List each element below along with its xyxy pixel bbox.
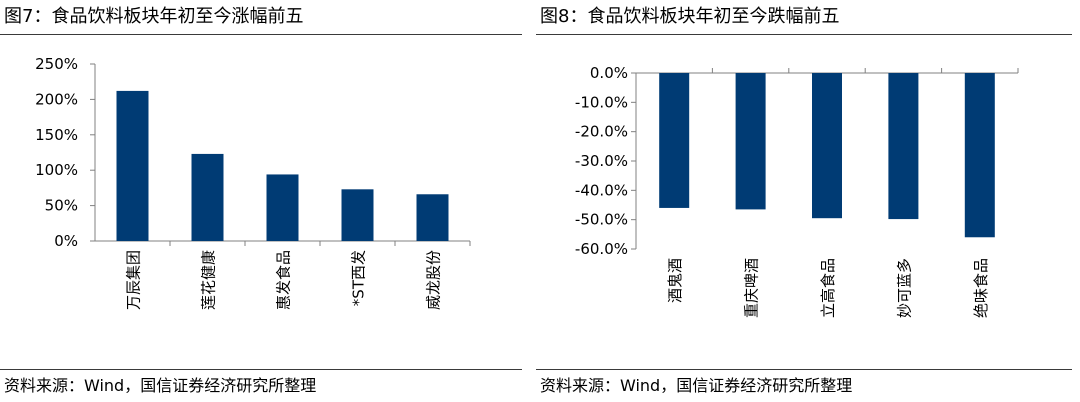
bar-4 — [888, 73, 919, 220]
category-label: 绝味食品 — [972, 258, 990, 318]
y-tick-label: 50% — [45, 197, 78, 215]
y-tick-label: 200% — [35, 90, 78, 108]
y-tick-label: 250% — [35, 55, 78, 73]
figure-7-panel: 图7：食品饮料板块年初至今涨幅前五 0% 50% 100% 150% 200% 250% 万… — [0, 0, 530, 402]
category-label: 重庆啤酒 — [743, 258, 761, 318]
y-tick-label: 0% — [54, 232, 78, 250]
figure-8-panel: 图8：食品饮料板块年初至今跌幅前五 0.0% -10.0% -20.0% -30.0%… — [536, 0, 1080, 402]
category-label: *ST西发 — [350, 250, 368, 306]
y-tick-label: 0.0% — [590, 64, 628, 82]
y-tick-label: -60.0% — [575, 240, 628, 258]
figure-8-title: 图8：食品饮料板块年初至今跌幅前五 — [540, 6, 840, 27]
bar-2 — [735, 73, 766, 210]
y-tick-label: 150% — [35, 126, 78, 144]
figure-7-source: 资料来源：Wind，国信证券经济研究所整理 — [4, 376, 317, 395]
category-label: 威龙股份 — [425, 250, 443, 310]
bar-4 — [341, 189, 374, 241]
bar-3 — [266, 174, 299, 241]
category-label: 惠发食品 — [275, 250, 293, 310]
category-label: 万辰集团 — [125, 250, 143, 310]
category-label: 立高食品 — [819, 258, 837, 318]
category-label: 酒鬼酒 — [666, 258, 684, 303]
bar-5 — [416, 194, 449, 241]
figure-7-title: 图7：食品饮料板块年初至今涨幅前五 — [4, 6, 304, 27]
y-tick-label: -40.0% — [575, 181, 628, 199]
figure-8-bottom-rule — [536, 369, 1072, 370]
bar-1 — [659, 73, 690, 208]
figure-8-source: 资料来源：Wind，国信证券经济研究所整理 — [540, 376, 853, 395]
bar-3 — [812, 73, 842, 219]
y-tick-label: -20.0% — [575, 123, 628, 141]
figure-7-top-rule — [0, 34, 522, 35]
figure-8-chart: 0.0% -10.0% -20.0% -30.0% -40.0% -50.0% -60.0%… — [575, 64, 1019, 318]
category-label: 妙可蓝多 — [895, 258, 913, 318]
figure-7-chart: 0% 50% 100% 150% 200% 250% 万辰集团 莲花健康 惠发食品 *ST西发 威龙… — [35, 55, 471, 310]
figure-8-top-rule — [536, 34, 1072, 35]
y-tick-label: 100% — [35, 161, 78, 179]
category-label: 莲花健康 — [200, 250, 218, 310]
bar-1 — [116, 90, 149, 242]
y-tick-label: -30.0% — [575, 152, 628, 170]
y-tick-label: -50.0% — [575, 211, 628, 229]
figure-7-bottom-rule — [0, 369, 522, 370]
y-tick-label: -10.0% — [575, 93, 628, 111]
bar-2 — [191, 153, 224, 241]
bar-5 — [964, 73, 995, 238]
